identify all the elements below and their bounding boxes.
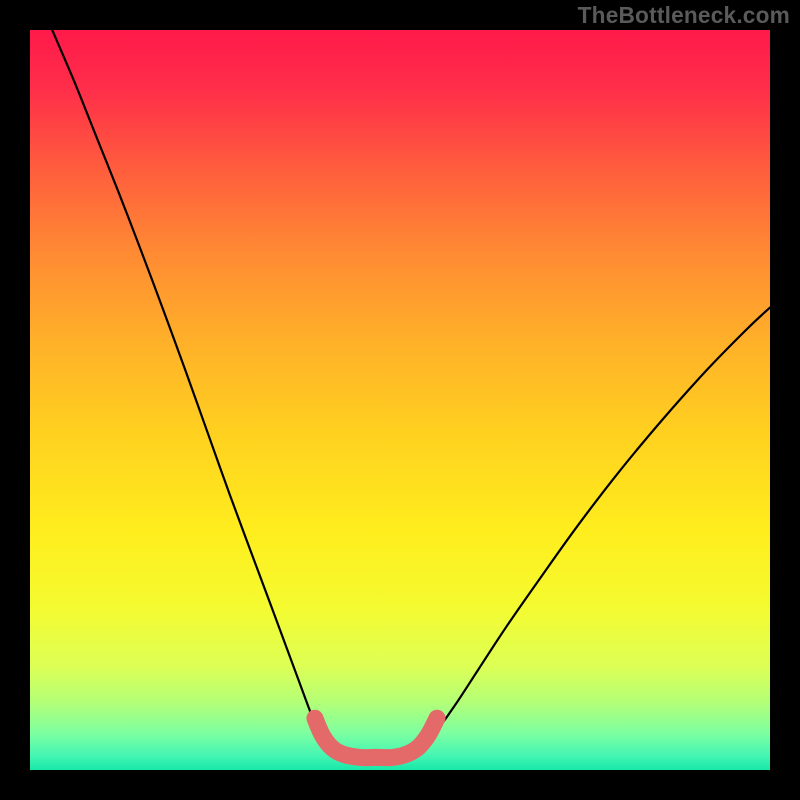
curve-layer xyxy=(0,0,800,800)
chart-stage: TheBottleneck.com xyxy=(0,0,800,800)
curve-left-branch xyxy=(52,30,336,759)
curve-right-branch xyxy=(407,308,770,759)
curve-valley-marker xyxy=(315,718,437,757)
